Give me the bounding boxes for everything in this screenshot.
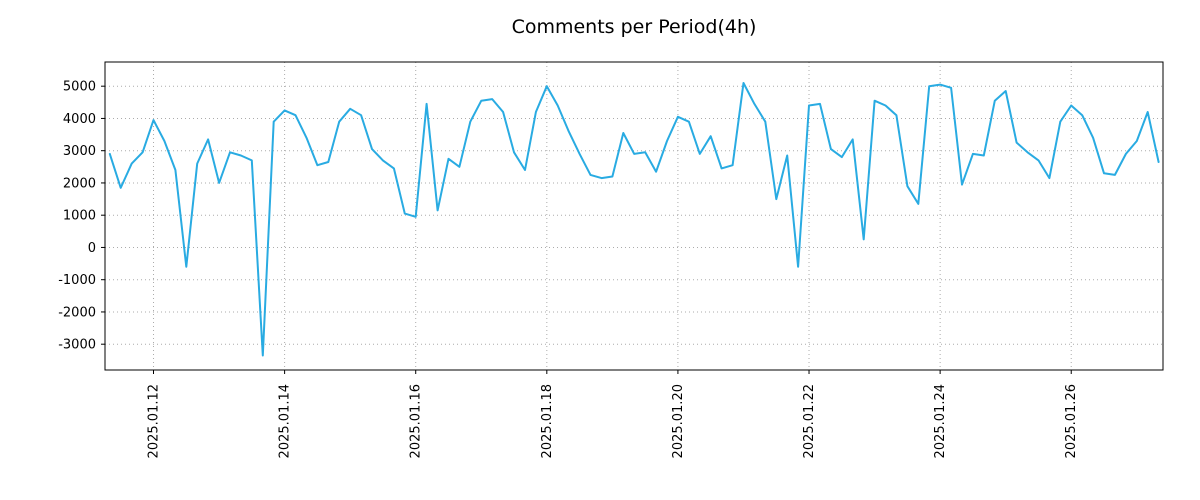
y-tick-label: -2000 bbox=[58, 305, 96, 320]
x-tick-label: 2025.01.16 bbox=[409, 384, 424, 458]
y-tick-label: 4000 bbox=[63, 112, 96, 127]
x-tick-label: 2025.01.20 bbox=[671, 384, 686, 458]
y-tick-label: 1000 bbox=[63, 209, 96, 224]
y-tick-label: 0 bbox=[88, 241, 96, 256]
x-tick-label: 2025.01.12 bbox=[147, 384, 162, 458]
chart-title: Comments per Period(4h) bbox=[511, 16, 757, 38]
y-tick-label: -3000 bbox=[58, 338, 96, 353]
y-tick-label: 3000 bbox=[63, 144, 96, 159]
series-line-comments-per-4h bbox=[108, 82, 1160, 357]
x-tick-label: 2025.01.24 bbox=[933, 384, 948, 458]
plot-border bbox=[104, 61, 1164, 371]
x-tick-label: 2025.01.26 bbox=[1064, 384, 1079, 458]
x-tick-label: 2025.01.22 bbox=[802, 384, 817, 458]
y-tick-label: 2000 bbox=[63, 176, 96, 191]
y-tick-label: -1000 bbox=[58, 273, 96, 288]
x-tick-label: 2025.01.14 bbox=[278, 384, 293, 458]
x-tick-label: 2025.01.18 bbox=[540, 384, 555, 458]
y-tick-label: 5000 bbox=[63, 80, 96, 95]
